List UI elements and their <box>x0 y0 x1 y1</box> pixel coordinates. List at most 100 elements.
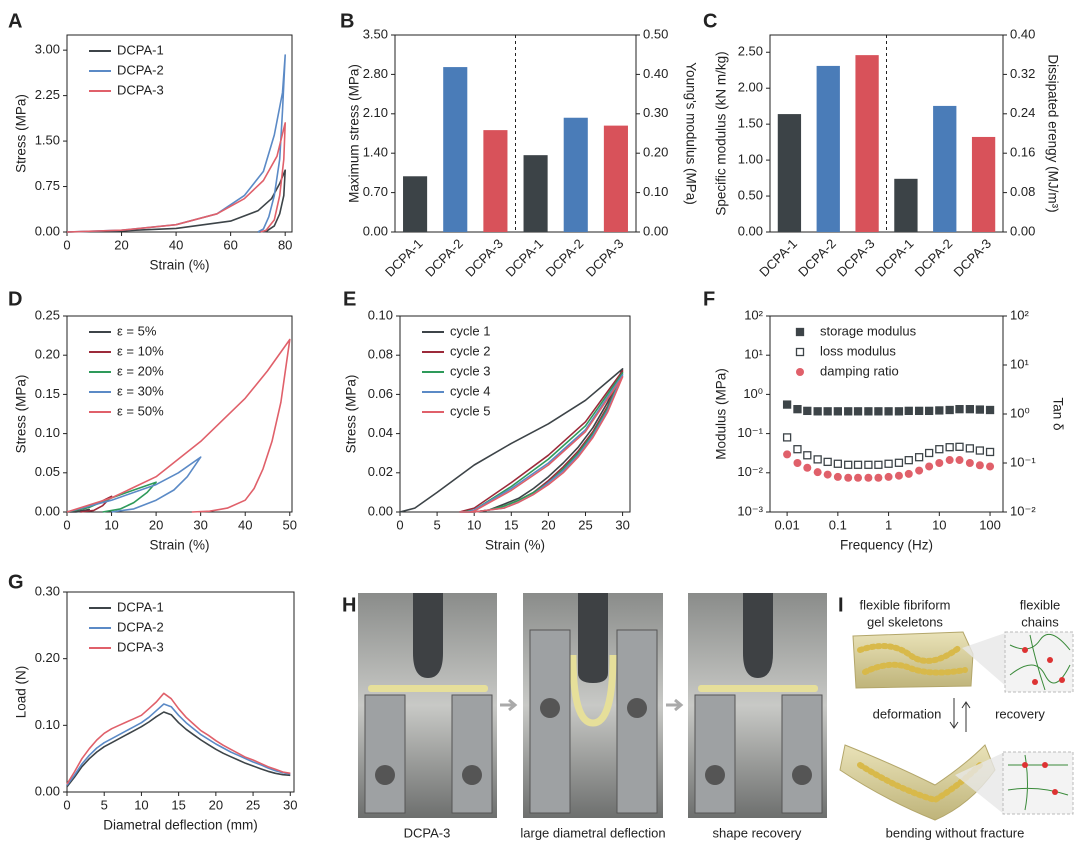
point <box>894 471 903 480</box>
point <box>803 406 812 416</box>
y2-tick-label: 0.40 <box>1010 26 1035 41</box>
photo-caption: DCPA-3 <box>404 825 451 840</box>
x-axis-label: Diametral deflection (mm) <box>103 818 258 833</box>
chart-panel: A 0.00 0.75 1.50 2.25 3.00 0 20 40 60 80 Stress (MP… <box>8 10 293 273</box>
point <box>985 405 995 415</box>
legend-label: DCPA-1 <box>117 599 164 614</box>
point <box>884 472 893 481</box>
y-tick-label: 0.30 <box>35 583 60 598</box>
x-tick-label: 80 <box>278 237 292 252</box>
diagram-text: gel skeletons <box>867 614 943 629</box>
y-tick-label: 10¹ <box>744 347 763 362</box>
x-tick-label: 10 <box>932 517 946 532</box>
point <box>874 473 883 482</box>
legend-label: damping ratio <box>820 363 899 378</box>
panel-label: G <box>8 571 24 593</box>
bar <box>933 105 957 232</box>
point <box>904 406 913 416</box>
y-tick-label: 0.00 <box>35 503 60 518</box>
point <box>813 455 822 464</box>
x-tick-label: 0 <box>396 517 403 532</box>
point <box>894 458 904 467</box>
y2-tick-label: 0.00 <box>643 223 668 238</box>
x-tick-label: DCPA-2 <box>422 236 466 280</box>
x-tick-label: DCPA-1 <box>502 236 546 280</box>
x-tick-label: 5 <box>101 797 108 812</box>
legend-label: loss modulus <box>820 343 896 358</box>
y-axis-label: Modulus (MPa) <box>714 368 729 460</box>
diagram-caption: bending without fracture <box>886 825 1025 840</box>
diagram-text: recovery <box>995 706 1045 721</box>
series-line <box>399 368 624 513</box>
y-axis-label: Specific modulus (kN m/kg) <box>714 51 729 215</box>
y-tick-label: 0.10 <box>35 717 60 732</box>
point <box>986 462 995 471</box>
point <box>945 443 954 452</box>
x-tick-label: 5 <box>433 517 440 532</box>
y-tick-label: 2.25 <box>35 87 60 102</box>
y-tick-label: 2.00 <box>738 80 763 95</box>
y-tick-label: 0.06 <box>368 386 393 401</box>
bar <box>777 114 802 232</box>
point <box>813 407 822 416</box>
photo-caption: shape recovery <box>713 825 802 840</box>
point <box>935 445 944 454</box>
series-line <box>66 122 286 233</box>
y2-tick-label: 0.08 <box>1010 184 1035 199</box>
panel-label: I <box>838 594 844 616</box>
legend-key <box>796 368 804 376</box>
arrow <box>666 698 684 712</box>
y-tick-label: 10⁰ <box>743 386 763 401</box>
chart-panel: E 0.00 0.02 0.04 0.06 0.08 0.10 0 5 10 15 20 25 30 Str… <box>343 288 631 553</box>
point <box>955 405 964 414</box>
x-tick-label: DCPA-2 <box>795 236 839 280</box>
y-tick-label: 10² <box>744 307 763 322</box>
point <box>914 453 924 462</box>
y2-tick-label: 0.24 <box>1010 105 1035 120</box>
y-tick-label: 0.25 <box>35 307 60 322</box>
point <box>924 406 934 416</box>
point <box>803 451 812 460</box>
point <box>844 460 853 469</box>
y-tick-label: 1.50 <box>738 116 763 131</box>
point <box>864 407 873 416</box>
y2-axis-label: Dissipated erengy (MJ/m³) <box>1045 54 1060 212</box>
legend-label: DCPA-2 <box>117 619 164 634</box>
point <box>853 460 863 469</box>
series-line <box>66 456 202 513</box>
x-tick-label: DCPA-1 <box>756 236 800 280</box>
arrow <box>500 698 518 712</box>
x-axis-label: Strain (%) <box>149 258 209 273</box>
point <box>904 469 913 478</box>
point <box>945 405 954 415</box>
chart-panel: C 0.00 0.50 1.00 1.50 2.00 2.50 0.00 0.08 0.16 0.2… <box>703 10 1060 279</box>
point <box>864 460 873 469</box>
diagram-text: flexible <box>1020 597 1060 612</box>
y2-tick-label: 0.32 <box>1010 66 1035 81</box>
x-tick-label: 1 <box>885 517 892 532</box>
series-line <box>66 508 91 513</box>
x-tick-label: 10 <box>134 797 148 812</box>
point <box>874 460 883 469</box>
point <box>975 405 985 414</box>
legend-label: DCPA-2 <box>117 62 164 77</box>
point <box>854 473 863 482</box>
y-tick-label: 1.50 <box>35 133 60 148</box>
point <box>894 407 904 416</box>
bar <box>523 155 548 232</box>
x-tick-label: DCPA-2 <box>912 236 956 280</box>
x-axis-label: Strain (%) <box>485 538 545 553</box>
photo-panel: H DCPA-3 large diametral d <box>342 593 827 840</box>
legend-label: DCPA-3 <box>117 639 164 654</box>
point <box>793 445 802 454</box>
photo <box>358 593 497 818</box>
panel-label: D <box>8 288 22 310</box>
y-tick-label: 0.05 <box>35 464 60 479</box>
chart-panel: D 0.00 0.05 0.10 0.15 0.20 0.25 0 10 20 30 40 50 Stre… <box>8 288 297 552</box>
chart-panel: F 10⁻³ 10⁻² 10⁻¹ 10⁰ 10¹ 10² 10⁻² 10⁻¹ 10⁰ 10¹ 10² 0… <box>703 288 1065 552</box>
x-tick-label: 0.1 <box>829 517 847 532</box>
plot-frame <box>66 315 293 513</box>
point <box>844 407 853 416</box>
point <box>823 470 832 479</box>
point <box>793 405 802 414</box>
